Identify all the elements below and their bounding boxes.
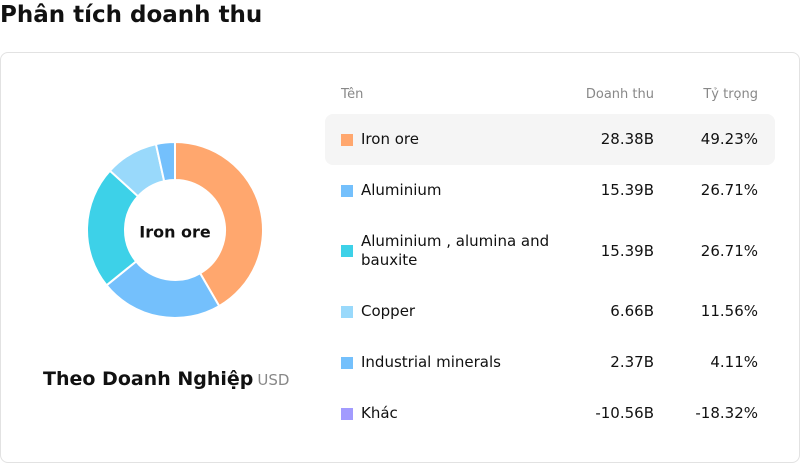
category-name: Aluminium [361, 181, 442, 199]
chart-title-block: Theo Doanh Nghiệp USD [43, 368, 289, 390]
chart-title: Theo Doanh Nghiệp [43, 368, 254, 390]
revenue-cell: 2.37B [610, 353, 654, 371]
category-name: Aluminium , alumina and bauxite [361, 232, 550, 269]
name-cell: Industrial minerals [341, 353, 550, 372]
header-cell: Tên [341, 87, 364, 102]
slice [154, 140, 176, 183]
table-header: Tên Doanh thu Tỷ trọng [325, 85, 775, 114]
share-cell: 26.71% [700, 241, 758, 260]
name-cell: Iron ore [341, 130, 550, 149]
revenue-cell: 15.39B [600, 181, 654, 199]
revenue-cell: 28.38B [600, 130, 654, 148]
name-cell: Khác [341, 404, 550, 423]
table-row: Industrial minerals 2.37B 4.11% [325, 337, 775, 388]
name-cell: Aluminium [341, 181, 550, 200]
legend-swatch [341, 305, 353, 318]
name-cell: Copper [341, 302, 550, 321]
share-cell: -18.32% [695, 404, 758, 422]
table: Tên Doanh thu Tỷ trọng Iron ore 28.38B 49.… [325, 85, 775, 439]
category-name: Industrial minerals [361, 353, 501, 371]
table-row: Iron ore 28.38B 49.23% [325, 114, 775, 165]
share-cell: 49.23% [700, 130, 758, 148]
table-row: Aluminium 15.39B 26.71% [325, 165, 775, 216]
header-cell: Doanh thu [585, 87, 654, 102]
category-name: Khác [361, 404, 398, 422]
legend-swatch [341, 356, 353, 369]
share-cell: 11.56% [700, 302, 758, 320]
revenue-cell: -10.56B [595, 404, 654, 422]
share-cell: 4.11% [710, 353, 758, 371]
category-name: Iron ore [361, 130, 419, 148]
name-cell: Aluminium , alumina and bauxite [341, 232, 550, 270]
unit: USD [257, 371, 290, 389]
legend-swatch [341, 407, 353, 420]
table-row: Khác -10.56B -18.32% [325, 388, 775, 439]
share-cell: 26.71% [700, 181, 758, 199]
header-cell: Tỷ trọng [703, 87, 758, 102]
legend-swatch [341, 184, 353, 197]
legend-swatch [341, 245, 353, 257]
table-row: Aluminium , alumina and bauxite 15.39B 26.… [325, 216, 775, 286]
page-title: Phân tích doanh thu [0, 2, 263, 28]
legend-swatch [341, 133, 353, 146]
slice [174, 140, 264, 308]
revenue-cell: 6.66B [610, 302, 654, 320]
table-row: Copper 6.66B 11.56% [325, 286, 775, 337]
center-label: Iron ore [139, 223, 211, 242]
category-name: Copper [361, 302, 416, 320]
revenue-cell: 15.39B [600, 241, 654, 260]
